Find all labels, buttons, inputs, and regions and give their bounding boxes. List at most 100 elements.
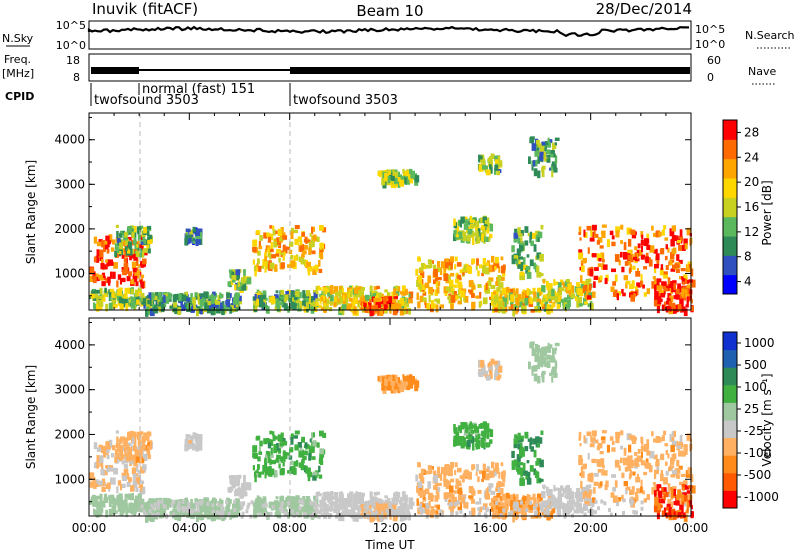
nave-tick-high: 60 [707, 54, 721, 67]
power-echo-cell [454, 256, 458, 262]
power-echo-cell [307, 266, 313, 272]
velocity-echo-cell [628, 444, 632, 453]
power-echo-cell [141, 292, 145, 297]
velocity-echo-cell [196, 514, 199, 523]
velocity-echo-cell [433, 485, 437, 490]
velocity-echo-cell [131, 467, 137, 475]
velocity-echo-cell [482, 463, 486, 471]
velocity-echo-cell [530, 341, 535, 345]
power-echo-cell [497, 275, 502, 282]
power-echo-cell [155, 292, 159, 296]
power-echo-cell [579, 288, 583, 297]
power-echo-cell [379, 308, 384, 316]
power-echo-cell [669, 259, 672, 265]
velocity-echo-cell [575, 493, 579, 499]
velocity-echo-cell [360, 494, 363, 502]
velocity-echo-cell [337, 508, 341, 513]
power-echo-cell [516, 288, 519, 295]
frequency-trace-right [290, 67, 690, 74]
velocity-echo-cell [210, 513, 215, 522]
power-echo-cell [651, 281, 656, 289]
power-echo-cell [541, 285, 546, 292]
velocity-echo-cell [154, 513, 158, 518]
velocity-echo-cell [196, 508, 200, 513]
velocity-echo-cell [290, 437, 294, 445]
power-colorbar-tick-label: 20 [744, 175, 759, 189]
power-echo-cell [683, 238, 688, 245]
velocity-echo-cell [684, 448, 688, 455]
velocity-echo-cell [132, 437, 135, 444]
velocity-echo-cell [463, 500, 466, 508]
velocity-echo-cell [495, 502, 500, 510]
power-echo-cell [221, 301, 225, 309]
velocity-echo-cell [352, 503, 358, 510]
velocity-echo-cell [110, 477, 113, 485]
velocity-echo-cell [478, 370, 484, 378]
power-echo-cell [139, 250, 142, 258]
power-echo-cell [401, 285, 406, 292]
power-echo-cell [575, 287, 579, 293]
velocity-echo-cell [449, 485, 454, 493]
power-echo-cell [121, 277, 126, 283]
power-echo-cell [315, 302, 319, 306]
velocity-echo-cell [669, 501, 674, 508]
power-echo-cell [621, 289, 624, 294]
velocity-echo-cell [311, 511, 315, 516]
velocity-echo-cell [629, 489, 634, 495]
power-echo-cell [688, 286, 691, 291]
power-echo-cell [447, 275, 451, 282]
velocity-echo-cell [264, 470, 267, 479]
velocity-echo-layer [89, 341, 696, 523]
power-echo-cell [501, 277, 505, 281]
velocity-echo-cell [421, 490, 426, 496]
power-echo-cell [643, 238, 649, 247]
power-echo-cell [232, 277, 236, 283]
velocity-echo-cell [579, 443, 582, 447]
power-echo-cell [373, 308, 376, 316]
power-echo-cell [479, 264, 483, 269]
power-echo-cell [604, 277, 608, 285]
velocity-echo-cell [323, 506, 327, 512]
velocity-echo-cell [159, 511, 162, 519]
power-echo-cell [163, 300, 167, 308]
power-echo-cell [464, 296, 469, 303]
velocity-echo-cell [479, 360, 483, 365]
power-echo-cell [549, 153, 554, 158]
velocity-echo-cell [560, 505, 564, 509]
velocity-echo-cell [254, 512, 258, 517]
velocity-echo-cell [151, 498, 155, 506]
power-echo-cell [535, 230, 540, 235]
velocity-echo-cell [96, 447, 102, 452]
power-echo-cell [617, 291, 622, 296]
power-echo-cell [682, 244, 686, 251]
velocity-echo-cell [156, 499, 160, 504]
velocity-echo-cell [258, 507, 264, 514]
velocity-echo-cell [676, 441, 679, 445]
velocity-echo-cell [92, 481, 97, 489]
velocity-echo-cell [116, 436, 119, 444]
velocity-echo-cell [510, 510, 514, 515]
power-echo-cell [670, 251, 675, 260]
velocity-echo-cell [677, 445, 681, 449]
power-echo-cell [126, 276, 131, 282]
velocity-echo-cell [172, 499, 176, 504]
velocity-echo-cell [538, 478, 544, 482]
power-echo-cell [221, 307, 225, 316]
velocity-echo-cell [408, 499, 411, 504]
velocity-echo-cell [683, 444, 688, 451]
power-echo-cell [462, 234, 467, 241]
velocity-echo-cell [300, 449, 305, 458]
velocity-echo-cell [525, 473, 529, 480]
velocity-echo-cell [520, 442, 523, 448]
power-echo-cell [533, 291, 537, 298]
power-echo-cell [542, 279, 545, 284]
velocity-echo-cell [654, 496, 659, 504]
power-echo-cell [677, 306, 682, 312]
power-echo-cell [266, 260, 269, 269]
velocity-echo-cell [620, 457, 623, 464]
velocity-echo-cell [309, 500, 313, 505]
power-echo-cell [180, 300, 183, 307]
velocity-echo-cell [635, 463, 640, 467]
power-echo-cell [630, 229, 636, 235]
power-echo-cell [297, 236, 302, 243]
